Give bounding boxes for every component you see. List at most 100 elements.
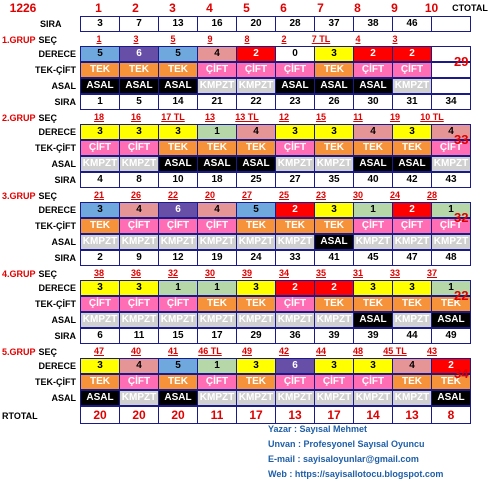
tek-cift-cell: TEK <box>431 374 471 390</box>
tek-cift-cell: ÇİFT <box>197 374 237 390</box>
tek-cift-label: TEK-ÇİFT <box>35 299 76 309</box>
rtotal-cell: 13 <box>275 406 315 424</box>
tek-cift-cell: ÇİFT <box>158 296 198 312</box>
derece-cell: 2 <box>275 280 315 296</box>
sira-cell: 26 <box>314 94 354 110</box>
sira-cell: 36 <box>275 328 315 344</box>
tek-cift-cell: ÇİFT <box>119 374 159 390</box>
group-title: 2.GRUP <box>2 113 36 123</box>
asal-cell: ASAL <box>314 234 354 250</box>
derece-cell: 2 <box>275 202 315 218</box>
asal-cell: ASAL <box>158 390 198 406</box>
asal-cell: KMPZT <box>275 312 315 328</box>
derece-cell: 2 <box>236 46 276 62</box>
sira-cell: 39 <box>314 328 354 344</box>
sec-cell: 22 <box>167 190 178 200</box>
rtotal-cell: 13 <box>392 406 432 424</box>
sec-cell: 46 TL <box>198 346 222 356</box>
tek-cift-cell: TEK <box>236 296 276 312</box>
asal-label: ASAL <box>51 159 77 169</box>
derece-cell: 3 <box>80 280 120 296</box>
asal-cell: KMPZT <box>158 312 198 328</box>
derece-cell: 6 <box>275 358 315 374</box>
derece-cell: 3 <box>236 280 276 296</box>
tek-cift-cell: TEK <box>392 374 432 390</box>
column-header: 9 <box>391 1 398 15</box>
rtotal-cell: 14 <box>353 406 393 424</box>
sira-cell: 44 <box>392 328 432 344</box>
sira-label: SIRA <box>40 19 62 29</box>
asal-cell: KMPZT <box>392 390 432 406</box>
sira-cell: 38 <box>353 16 393 32</box>
column-header: 1 <box>95 1 102 15</box>
tek-cift-cell: TEK <box>80 374 120 390</box>
sec-cell: 41 <box>167 346 178 356</box>
sec-cell: 43 <box>426 346 437 356</box>
sira-cell: 8 <box>119 172 159 188</box>
sira-cell: 27 <box>275 172 315 188</box>
info-web: Web : https://sayisallotocu.blogspot.com <box>268 469 444 479</box>
asal-cell: KMPZT <box>197 312 237 328</box>
tek-cift-cell: TEK <box>392 140 432 156</box>
sec-cell: 37 <box>426 268 437 278</box>
sec-cell: 2 <box>281 34 287 44</box>
sec-cell: 12 <box>278 112 289 122</box>
derece-cell: 2 <box>353 46 393 62</box>
sira-cell: 7 <box>119 16 159 32</box>
sira-row: 2 9 12 19 24 33 41 45 47 48 <box>80 250 471 266</box>
tek-cift-cell: ÇİFT <box>431 140 471 156</box>
asal-cell: KMPZT <box>431 234 471 250</box>
derece-cell: 3 <box>353 358 393 374</box>
group-title: 1.GRUP <box>2 35 36 45</box>
sec-cell: 42 <box>278 346 289 356</box>
tek-cift-cell: TEK <box>80 62 120 78</box>
asal-cell: KMPZT <box>197 390 237 406</box>
derece-cell: 2 <box>314 280 354 296</box>
sira-cell: 35 <box>314 172 354 188</box>
sira-cell: 22 <box>236 94 276 110</box>
tek-cift-cell: ÇİFT <box>392 218 432 234</box>
sec-cell: 9 <box>207 34 213 44</box>
derece-cell: 3 <box>314 124 354 140</box>
derece-cell: 3 <box>314 358 354 374</box>
sec-row: 21 26 22 20 27 25 23 30 24 28 <box>80 188 450 203</box>
asal-cell: KMPZT <box>314 390 354 406</box>
tek-cift-cell: TEK <box>314 62 354 78</box>
asal-cell: ASAL <box>158 78 198 94</box>
sec-cell: 13 TL <box>235 112 259 122</box>
group-name: 5.GRUP SEÇ <box>2 344 82 360</box>
tek-cift-cell: TEK <box>158 374 198 390</box>
sec-cell: 32 <box>167 268 178 278</box>
sira-cell: 13 <box>158 16 198 32</box>
group-total: 32 <box>454 210 469 225</box>
rtotal-cell: 20 <box>119 406 159 424</box>
sec-cell: 33 <box>389 268 400 278</box>
sec-cell: 31 <box>352 268 363 278</box>
column-header: 2 <box>132 1 139 15</box>
sec-label: SEÇ <box>38 113 58 123</box>
sec-row: 47 40 41 46 TL 49 42 44 48 45 TL 43 <box>80 344 450 359</box>
sira-cell: 48 <box>431 250 471 266</box>
tek-cift-cell: ÇİFT <box>275 374 315 390</box>
sira-cell: 41 <box>314 250 354 266</box>
tek-cift-cell: TEK <box>236 218 276 234</box>
column-header: 3 <box>169 1 176 15</box>
sira-cell: 45 <box>353 250 393 266</box>
derece-cell: 2 <box>392 202 432 218</box>
sira-cell: 18 <box>197 172 237 188</box>
asal-cell: ASAL <box>80 390 120 406</box>
column-header: 7 <box>317 1 324 15</box>
sira-label: SIRA <box>54 331 76 341</box>
sira-cell: 47 <box>392 250 432 266</box>
sira-cell: 39 <box>353 328 393 344</box>
tek-cift-row: TEK TEK TEK ÇİFT ÇİFT ÇİFT TEK ÇİFT ÇİFT <box>80 62 471 78</box>
derece-cell <box>431 46 471 62</box>
derece-cell: 0 <box>275 46 315 62</box>
sec-cell: 40 <box>130 346 141 356</box>
derece-cell: 3 <box>275 124 315 140</box>
derece-cell: 1 <box>197 358 237 374</box>
tek-cift-cell: TEK <box>197 296 237 312</box>
sira-cell: 3 <box>80 16 120 32</box>
derece-cell: 3 <box>119 280 159 296</box>
derece-cell: 4 <box>119 358 159 374</box>
